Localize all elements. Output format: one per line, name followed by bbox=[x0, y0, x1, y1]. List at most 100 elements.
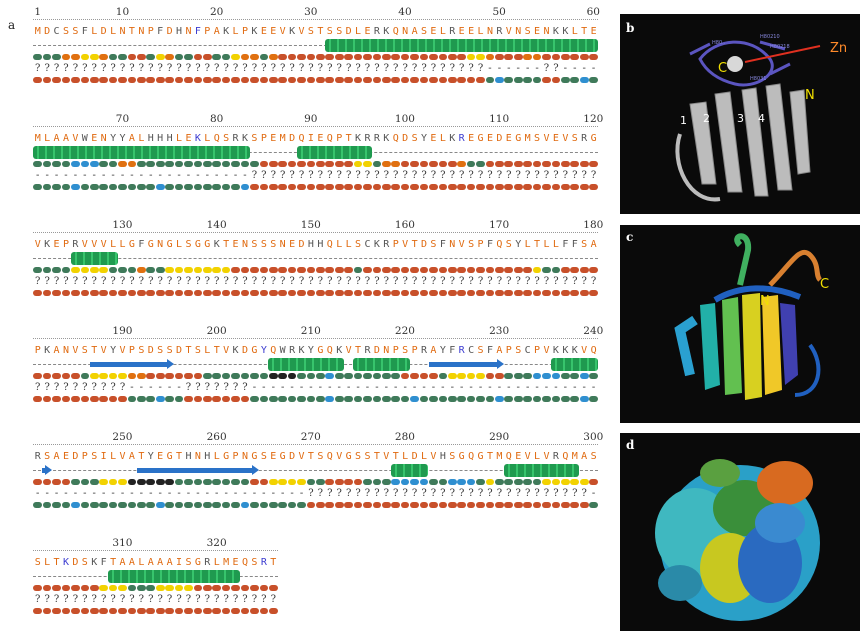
confidence-dot bbox=[551, 373, 561, 379]
position-number: 100 bbox=[394, 113, 415, 125]
disorder-mark: - bbox=[73, 488, 78, 499]
confidence-dot bbox=[287, 373, 297, 379]
residue: K bbox=[232, 345, 239, 356]
residue: G bbox=[458, 451, 465, 462]
residue: G bbox=[223, 451, 230, 462]
confidence-dot bbox=[108, 608, 118, 614]
position-number: 280 bbox=[394, 431, 415, 443]
residue: E bbox=[534, 26, 541, 37]
residue: K bbox=[194, 133, 201, 144]
confidence-dot bbox=[504, 267, 514, 273]
residue: Y bbox=[260, 345, 267, 356]
sequence-block: 70 80 90 100 110 120 M L A A V W E N Y Y A L H H H L E K L Q S R K S P… bbox=[33, 113, 603, 193]
confidence-dot bbox=[127, 77, 137, 83]
confidence-dot bbox=[353, 77, 363, 83]
confidence-dot bbox=[250, 161, 259, 167]
disorder-mark: - bbox=[356, 382, 360, 393]
disorder-mark: ? bbox=[110, 63, 116, 74]
confidence-dot bbox=[184, 479, 193, 485]
confidence-dot bbox=[155, 184, 165, 190]
position-number: 260 bbox=[206, 431, 227, 443]
position-number: 110 bbox=[489, 113, 510, 125]
position-number: 180 bbox=[583, 219, 604, 231]
residue: L bbox=[524, 239, 531, 250]
residue: S bbox=[534, 133, 541, 144]
disorder-mark: - bbox=[497, 63, 502, 74]
disorder-mark: - bbox=[233, 488, 238, 499]
confidence-dot bbox=[570, 184, 580, 190]
confidence-dot bbox=[504, 184, 514, 190]
disorder-mark: ? bbox=[383, 488, 389, 499]
residue: S bbox=[270, 239, 277, 250]
residue: L bbox=[44, 557, 51, 568]
confidence-dot bbox=[80, 161, 90, 167]
residue-label-2: H80218 bbox=[770, 44, 790, 50]
confidence-dot bbox=[99, 290, 108, 296]
residue: T bbox=[138, 451, 145, 462]
sequence-block: 250 260 270 280 290 300 R S A E D P S I L V A T Y E G T H N H L G P… bbox=[33, 431, 603, 511]
residue: W bbox=[279, 345, 286, 356]
confidence-dot bbox=[316, 77, 325, 83]
disorder-confidence-track bbox=[33, 396, 598, 403]
disorder-mark: ? bbox=[345, 170, 352, 181]
disorder-mark: ? bbox=[449, 276, 455, 287]
confidence-dot bbox=[476, 54, 485, 60]
disorder-mark: ? bbox=[166, 63, 173, 74]
residue: T bbox=[392, 451, 399, 462]
disorder-mark: ? bbox=[581, 488, 587, 499]
confidence-dot bbox=[316, 267, 325, 273]
position-number: 250 bbox=[112, 431, 133, 443]
residue: M bbox=[571, 451, 578, 462]
residue: M bbox=[223, 557, 230, 568]
residue: F bbox=[562, 239, 569, 250]
confidence-dot bbox=[391, 267, 401, 273]
confidence-dot bbox=[127, 479, 137, 485]
confidence-dot bbox=[353, 290, 363, 296]
confidence-dot bbox=[297, 184, 306, 190]
confidence-dot bbox=[33, 585, 43, 591]
residue: S bbox=[430, 239, 437, 250]
confidence-dot bbox=[457, 396, 467, 402]
confidence-dot bbox=[155, 479, 165, 485]
confidence-dot bbox=[268, 502, 278, 508]
disorder-mark: - bbox=[149, 170, 153, 181]
confidence-dot bbox=[146, 267, 156, 273]
confidence-dot bbox=[137, 290, 146, 296]
confidence-dot bbox=[523, 54, 532, 60]
disorder-mark: ? bbox=[402, 488, 408, 499]
confidence-dot bbox=[287, 267, 297, 273]
confidence-dot bbox=[221, 161, 231, 167]
confidence-dot bbox=[118, 608, 127, 614]
disorder-mark: - bbox=[64, 170, 68, 181]
residue: C bbox=[53, 26, 60, 37]
disorder-mark: ? bbox=[393, 276, 399, 287]
confidence-dot bbox=[221, 373, 231, 379]
disorder-mark: ? bbox=[148, 594, 154, 605]
helix-element bbox=[268, 358, 344, 371]
disorder-mark: - bbox=[431, 382, 436, 393]
residue: S bbox=[477, 345, 484, 356]
confidence-dot bbox=[240, 161, 250, 167]
confidence-dot bbox=[146, 54, 156, 60]
confidence-dot bbox=[410, 267, 419, 273]
confidence-dot bbox=[344, 184, 353, 190]
confidence-dot bbox=[202, 290, 212, 296]
confidence-dot bbox=[438, 290, 448, 296]
confidence-dot bbox=[344, 267, 353, 273]
disorder-mark: ? bbox=[383, 63, 389, 74]
confidence-dot bbox=[504, 396, 514, 402]
confidence-dot bbox=[570, 161, 580, 167]
residue: T bbox=[373, 451, 380, 462]
confidence-dot bbox=[334, 54, 344, 60]
confidence-dot bbox=[71, 54, 80, 60]
position-number: 10 bbox=[115, 6, 130, 18]
confidence-dot bbox=[52, 161, 61, 167]
residue: Y bbox=[147, 451, 154, 462]
residue: D bbox=[176, 345, 183, 356]
confidence-dot bbox=[334, 161, 344, 167]
tick-line bbox=[33, 338, 598, 343]
position-number: 310 bbox=[112, 537, 133, 549]
disorder-mark: ? bbox=[110, 276, 116, 287]
confidence-dot bbox=[325, 54, 335, 60]
confidence-dot bbox=[287, 479, 297, 485]
